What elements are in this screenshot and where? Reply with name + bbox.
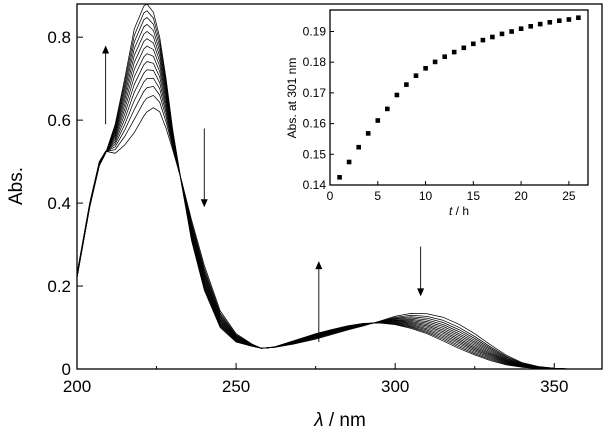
inset-point-1 [337, 175, 342, 180]
inset-y-axis-title: Abs. at 301 nm [285, 58, 299, 139]
main-y-tick-label-0.4: 0.4 [47, 194, 71, 213]
inset-y-tick-label-0.17: 0.17 [303, 86, 327, 100]
inset-point-5 [375, 118, 381, 123]
spectrum-line-9 [76, 38, 602, 370]
inset-x-tick-label-10: 10 [419, 189, 433, 203]
inset-point-19 [509, 29, 514, 34]
main-x-axis-unit: / nm [324, 410, 366, 431]
inset-x-axis-unit: / h [452, 204, 469, 218]
main-x-axis-symbol: λ [313, 410, 323, 431]
inset-x-axis-title: t / h [449, 204, 469, 218]
inset-point-3 [356, 144, 361, 150]
main-x-tick-label-350: 350 [540, 377, 568, 396]
inset-x-tick-label-25: 25 [562, 189, 576, 203]
spectrum-line-7 [76, 53, 602, 370]
inset-y-tick-label-0.18: 0.18 [303, 55, 327, 69]
main-x-tick-label-250: 250 [222, 377, 250, 396]
main-y-tick-label-0: 0 [62, 360, 71, 379]
inset-point-16 [480, 37, 486, 43]
inset-point-15 [471, 41, 476, 47]
main-y-ticks: 0 0.2 0.4 0.6 0.8 [47, 28, 83, 379]
inset-point-18 [499, 31, 505, 37]
main-plot-frame [76, 3, 603, 370]
inset-point-8 [404, 82, 409, 87]
spectrum-line-4 [76, 77, 602, 370]
main-x-tick-label-300: 300 [381, 377, 409, 396]
main-plot: 200 250 300 350 00.20.40.60.8 Abs. λ / nm [6, 3, 603, 431]
inset-point-11 [432, 59, 438, 65]
inset-point-4 [365, 131, 371, 136]
inset-point-26 [576, 15, 581, 20]
inset-x-ticks: 0 5 10 15 20 25 [327, 181, 576, 203]
inset-point-14 [461, 45, 467, 51]
inset-plot-frame [329, 9, 589, 186]
main-y-tick-label-0.8: 0.8 [47, 28, 71, 47]
inset-point-7 [394, 92, 400, 98]
inset-point-24 [557, 18, 562, 23]
main-x-ticks: 200 250 300 350 [63, 363, 568, 396]
inset-y-tick-label-0.14: 0.14 [303, 178, 327, 192]
inset-point-10 [423, 66, 428, 71]
main-x-axis-title: λ / nm [313, 410, 366, 431]
main-y-tick-label-0.6: 0.6 [47, 111, 71, 130]
inset-x-tick-label-15: 15 [467, 189, 481, 203]
arrow-down-2-head [200, 199, 208, 208]
spectrum-line-3 [76, 85, 602, 370]
inset-point-22 [537, 21, 543, 27]
spectrum-line-14 [76, 3, 602, 370]
spectrum-line-5 [76, 69, 602, 370]
inset-point-20 [518, 26, 524, 31]
inset-y-tick-label-0.16: 0.16 [303, 117, 327, 131]
inset-y-ticks: 0.14 0.15 0.16 0.17 0.18 0.19 [303, 24, 334, 192]
inset-x-axis-symbol: t [449, 204, 453, 218]
inset-point-13 [451, 49, 457, 55]
inset-points-group [337, 15, 581, 180]
spectrum-line-6 [76, 61, 602, 370]
change-arrows-group [102, 45, 425, 343]
inset-point-23 [547, 20, 553, 25]
inset-point-6 [385, 106, 390, 112]
inset-x-tick-label-5: 5 [374, 189, 381, 203]
main-x-tick-label-200: 200 [63, 377, 91, 396]
spectra-series-group [76, 3, 602, 370]
inset-plot: 0 5 10 15 20 25 0.14 0.15 0.16 0.17 0.18 0.19 Abs.… [285, 9, 589, 218]
inset-point-25 [566, 17, 572, 22]
inset-point-2 [346, 159, 352, 165]
inset-x-tick-label-20: 20 [514, 189, 528, 203]
arrow-up-3-head [315, 261, 323, 270]
main-y-tick-label-0.2: 0.2 [47, 277, 71, 296]
inset-point-17 [490, 34, 495, 40]
inset-y-tick-label-0.19: 0.19 [303, 24, 327, 38]
inset-point-12 [442, 54, 447, 59]
spectrum-line-8 [76, 45, 602, 370]
arrow-up-1-head [102, 45, 110, 54]
inset-point-9 [413, 73, 419, 78]
inset-point-21 [528, 24, 533, 29]
arrow-down-4-head [417, 288, 425, 297]
main-y-axis-title: Abs. [6, 167, 27, 205]
inset-y-tick-label-0.15: 0.15 [303, 147, 327, 161]
inset-x-tick-label-0: 0 [327, 189, 334, 203]
